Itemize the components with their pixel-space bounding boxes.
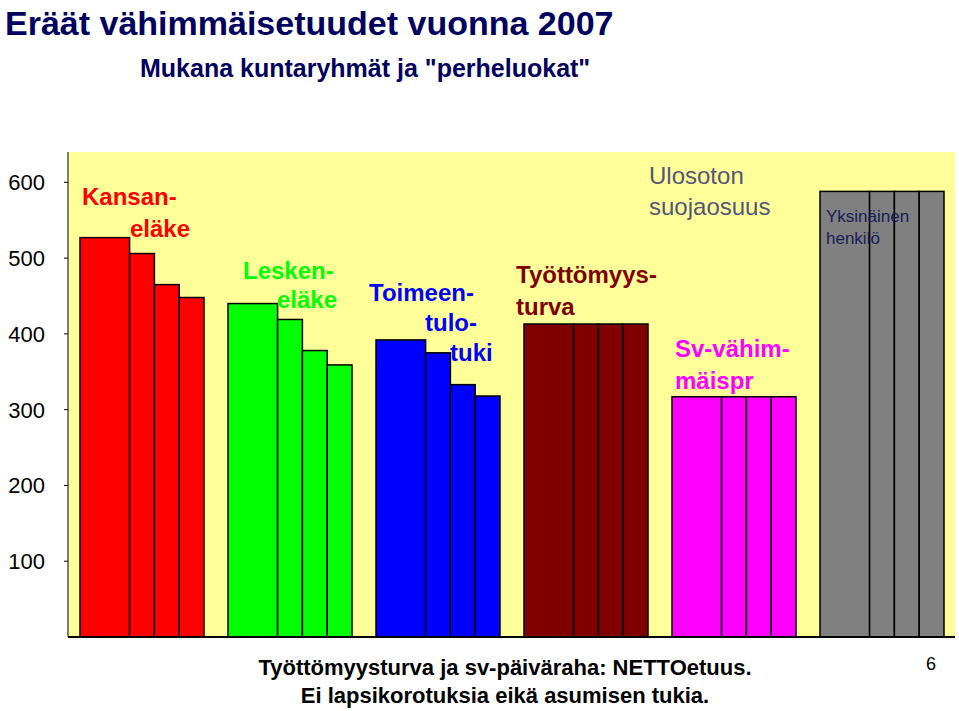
y-tick-label: 400 bbox=[8, 322, 45, 347]
subtitle: Mukana kuntaryhmät ja "perheluokat" bbox=[140, 54, 590, 82]
y-tick bbox=[64, 561, 68, 562]
bar bbox=[771, 397, 796, 637]
series-label-line: Lesken- bbox=[243, 257, 334, 284]
bar bbox=[179, 298, 204, 638]
bar bbox=[228, 304, 278, 637]
bar bbox=[574, 324, 599, 637]
bar bbox=[130, 254, 155, 637]
series-label-line: Sv-vähim- bbox=[675, 335, 790, 362]
series-label: Kansan-eläke bbox=[82, 183, 190, 242]
series-label: Toimeen-tulo-tuki bbox=[369, 279, 493, 366]
bar bbox=[746, 397, 771, 637]
y-tick-label: 100 bbox=[8, 549, 45, 574]
series-label: Ulosoton suojaosuus bbox=[649, 162, 770, 220]
y-tick bbox=[64, 258, 68, 259]
annotation: Yksinäinen henkilö bbox=[826, 207, 909, 248]
series-label-line: tuki bbox=[450, 339, 493, 366]
footnote: Työttömyysturva ja sv-päiväraha: NETTOet… bbox=[258, 655, 751, 680]
bars bbox=[80, 191, 944, 637]
title: Eräät vähimmäisetuudet vuonna 2007 bbox=[5, 4, 613, 42]
footnote: Ei lapsikorotuksia eikä asumisen tukia. bbox=[301, 683, 709, 708]
series-label-line: Työttömyys- bbox=[516, 261, 657, 288]
bar bbox=[894, 191, 919, 637]
y-tick bbox=[64, 485, 68, 486]
y-tick-label: 500 bbox=[8, 246, 45, 271]
series-label-line: eläke bbox=[130, 215, 190, 242]
series-label: Sv-vähim-mäispr bbox=[675, 335, 790, 394]
bar bbox=[672, 397, 722, 637]
annotation-line: Yksinäinen bbox=[826, 207, 909, 226]
y-tick-label: 600 bbox=[8, 170, 45, 195]
y-tick-label: 300 bbox=[8, 398, 45, 423]
series-label: Lesken-eläke bbox=[243, 257, 337, 313]
bar bbox=[524, 324, 574, 637]
series-label-line: Kansan- bbox=[82, 183, 177, 210]
bar bbox=[80, 238, 130, 637]
bar bbox=[475, 396, 500, 637]
series-label-line: mäispr bbox=[675, 367, 754, 394]
bar bbox=[598, 324, 623, 637]
bar bbox=[302, 351, 327, 637]
chart: Eräät vähimmäisetuudet vuonna 2007 Mukana… bbox=[0, 0, 959, 711]
x-axis bbox=[68, 636, 955, 638]
bar bbox=[450, 385, 475, 637]
bar bbox=[919, 191, 944, 637]
y-axis bbox=[68, 152, 69, 637]
annotation-line: henkilö bbox=[826, 229, 880, 248]
page-number: 6 bbox=[926, 654, 936, 674]
series-label-line: tulo- bbox=[425, 309, 477, 336]
bar bbox=[820, 191, 870, 637]
bar bbox=[154, 285, 179, 637]
bar bbox=[722, 397, 747, 637]
bar bbox=[870, 191, 895, 637]
series-label: Työttömyys-turva bbox=[516, 261, 657, 320]
series-label-line: turva bbox=[516, 293, 575, 320]
bar bbox=[278, 319, 303, 637]
y-tick bbox=[64, 333, 68, 334]
plot-area bbox=[68, 152, 955, 637]
bar bbox=[426, 353, 451, 637]
bar bbox=[623, 324, 648, 637]
bar bbox=[376, 340, 426, 637]
series-label-line: suojaosuus bbox=[649, 193, 770, 220]
y-tick bbox=[64, 409, 68, 410]
series-label-line: eläke bbox=[277, 286, 337, 313]
y-tick-label: 200 bbox=[8, 473, 45, 498]
bar bbox=[327, 365, 352, 637]
y-tick bbox=[64, 182, 68, 183]
series-label-line: Ulosoton bbox=[649, 162, 744, 189]
series-label-line: Toimeen- bbox=[369, 279, 474, 306]
